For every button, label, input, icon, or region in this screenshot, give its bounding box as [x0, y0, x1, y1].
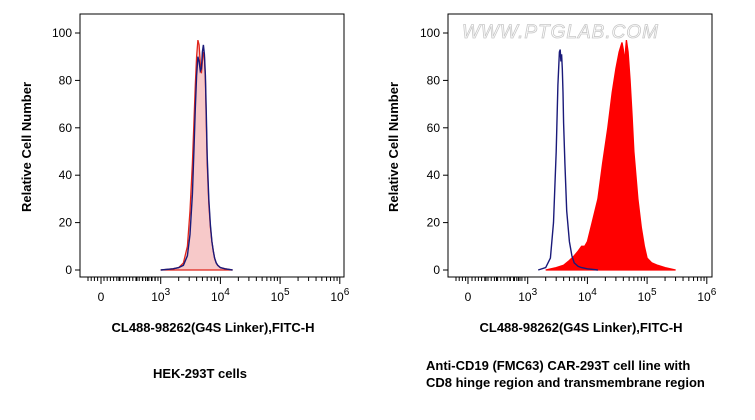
y-tick-label: 80: [427, 73, 441, 87]
plot-axes: 0 20 40 60 80 100 0 103 104 105 106: [420, 13, 717, 304]
y-tick-label: 20: [427, 216, 441, 230]
y-tick-label: 40: [427, 168, 441, 182]
histogram-control-line: [160, 44, 233, 271]
histogram-plot: [537, 40, 676, 271]
x-tick-label: 0: [98, 290, 105, 304]
y-tick-label: 0: [433, 263, 440, 277]
x-tick-label: 104: [578, 287, 597, 304]
y-tick-label: 20: [59, 216, 73, 230]
y-axis-label: Relative Cell Number: [386, 82, 401, 212]
x-tick-label: 106: [697, 287, 716, 304]
watermark-text: WWW.PTGLAB.COM: [462, 22, 659, 43]
histogram-control-line: [537, 49, 598, 271]
y-tick-label: 40: [59, 168, 73, 182]
panel-1: 0 20 40 60 80 100 0 103 104 105 106 Relative Cell …: [19, 13, 350, 381]
y-tick-label: 100: [420, 26, 440, 40]
x-tick-label: 103: [518, 287, 537, 304]
plot-frame: [447, 13, 713, 278]
sample-caption: HEK-293T cells: [153, 366, 247, 381]
x-tick-label: 0: [465, 290, 472, 304]
x-tick-label: 105: [271, 287, 290, 304]
histogram-plot: [160, 39, 233, 271]
histogram-filled: [545, 40, 676, 271]
x-axis-label: CL488-98262(G4S Linker),FITC-H: [111, 320, 314, 335]
y-tick-label: 60: [59, 121, 73, 135]
sample-caption-line-1: Anti-CD19 (FMC63) CAR-293T cell line wit…: [426, 358, 690, 373]
y-tick-label: 80: [59, 73, 73, 87]
plot-frame: [79, 13, 345, 278]
x-tick-label: 106: [330, 287, 349, 304]
x-axis-label: CL488-98262(G4S Linker),FITC-H: [479, 320, 682, 335]
sample-caption-line-2: CD8 hinge region and transmembrane regio…: [426, 375, 705, 390]
panel-2: 0 20 40 60 80 100 0 103 104 105 106 Relative Cell …: [386, 13, 717, 390]
y-tick-label: 100: [52, 26, 72, 40]
x-tick-label: 105: [638, 287, 657, 304]
y-tick-label: 60: [427, 121, 441, 135]
x-tick-label: 104: [211, 287, 230, 304]
x-tick-label: 103: [151, 287, 170, 304]
plot-axes: 0 20 40 60 80 100 0 103 104 105 106: [52, 13, 350, 304]
y-tick-label: 0: [65, 263, 72, 277]
y-axis-label: Relative Cell Number: [19, 82, 34, 212]
